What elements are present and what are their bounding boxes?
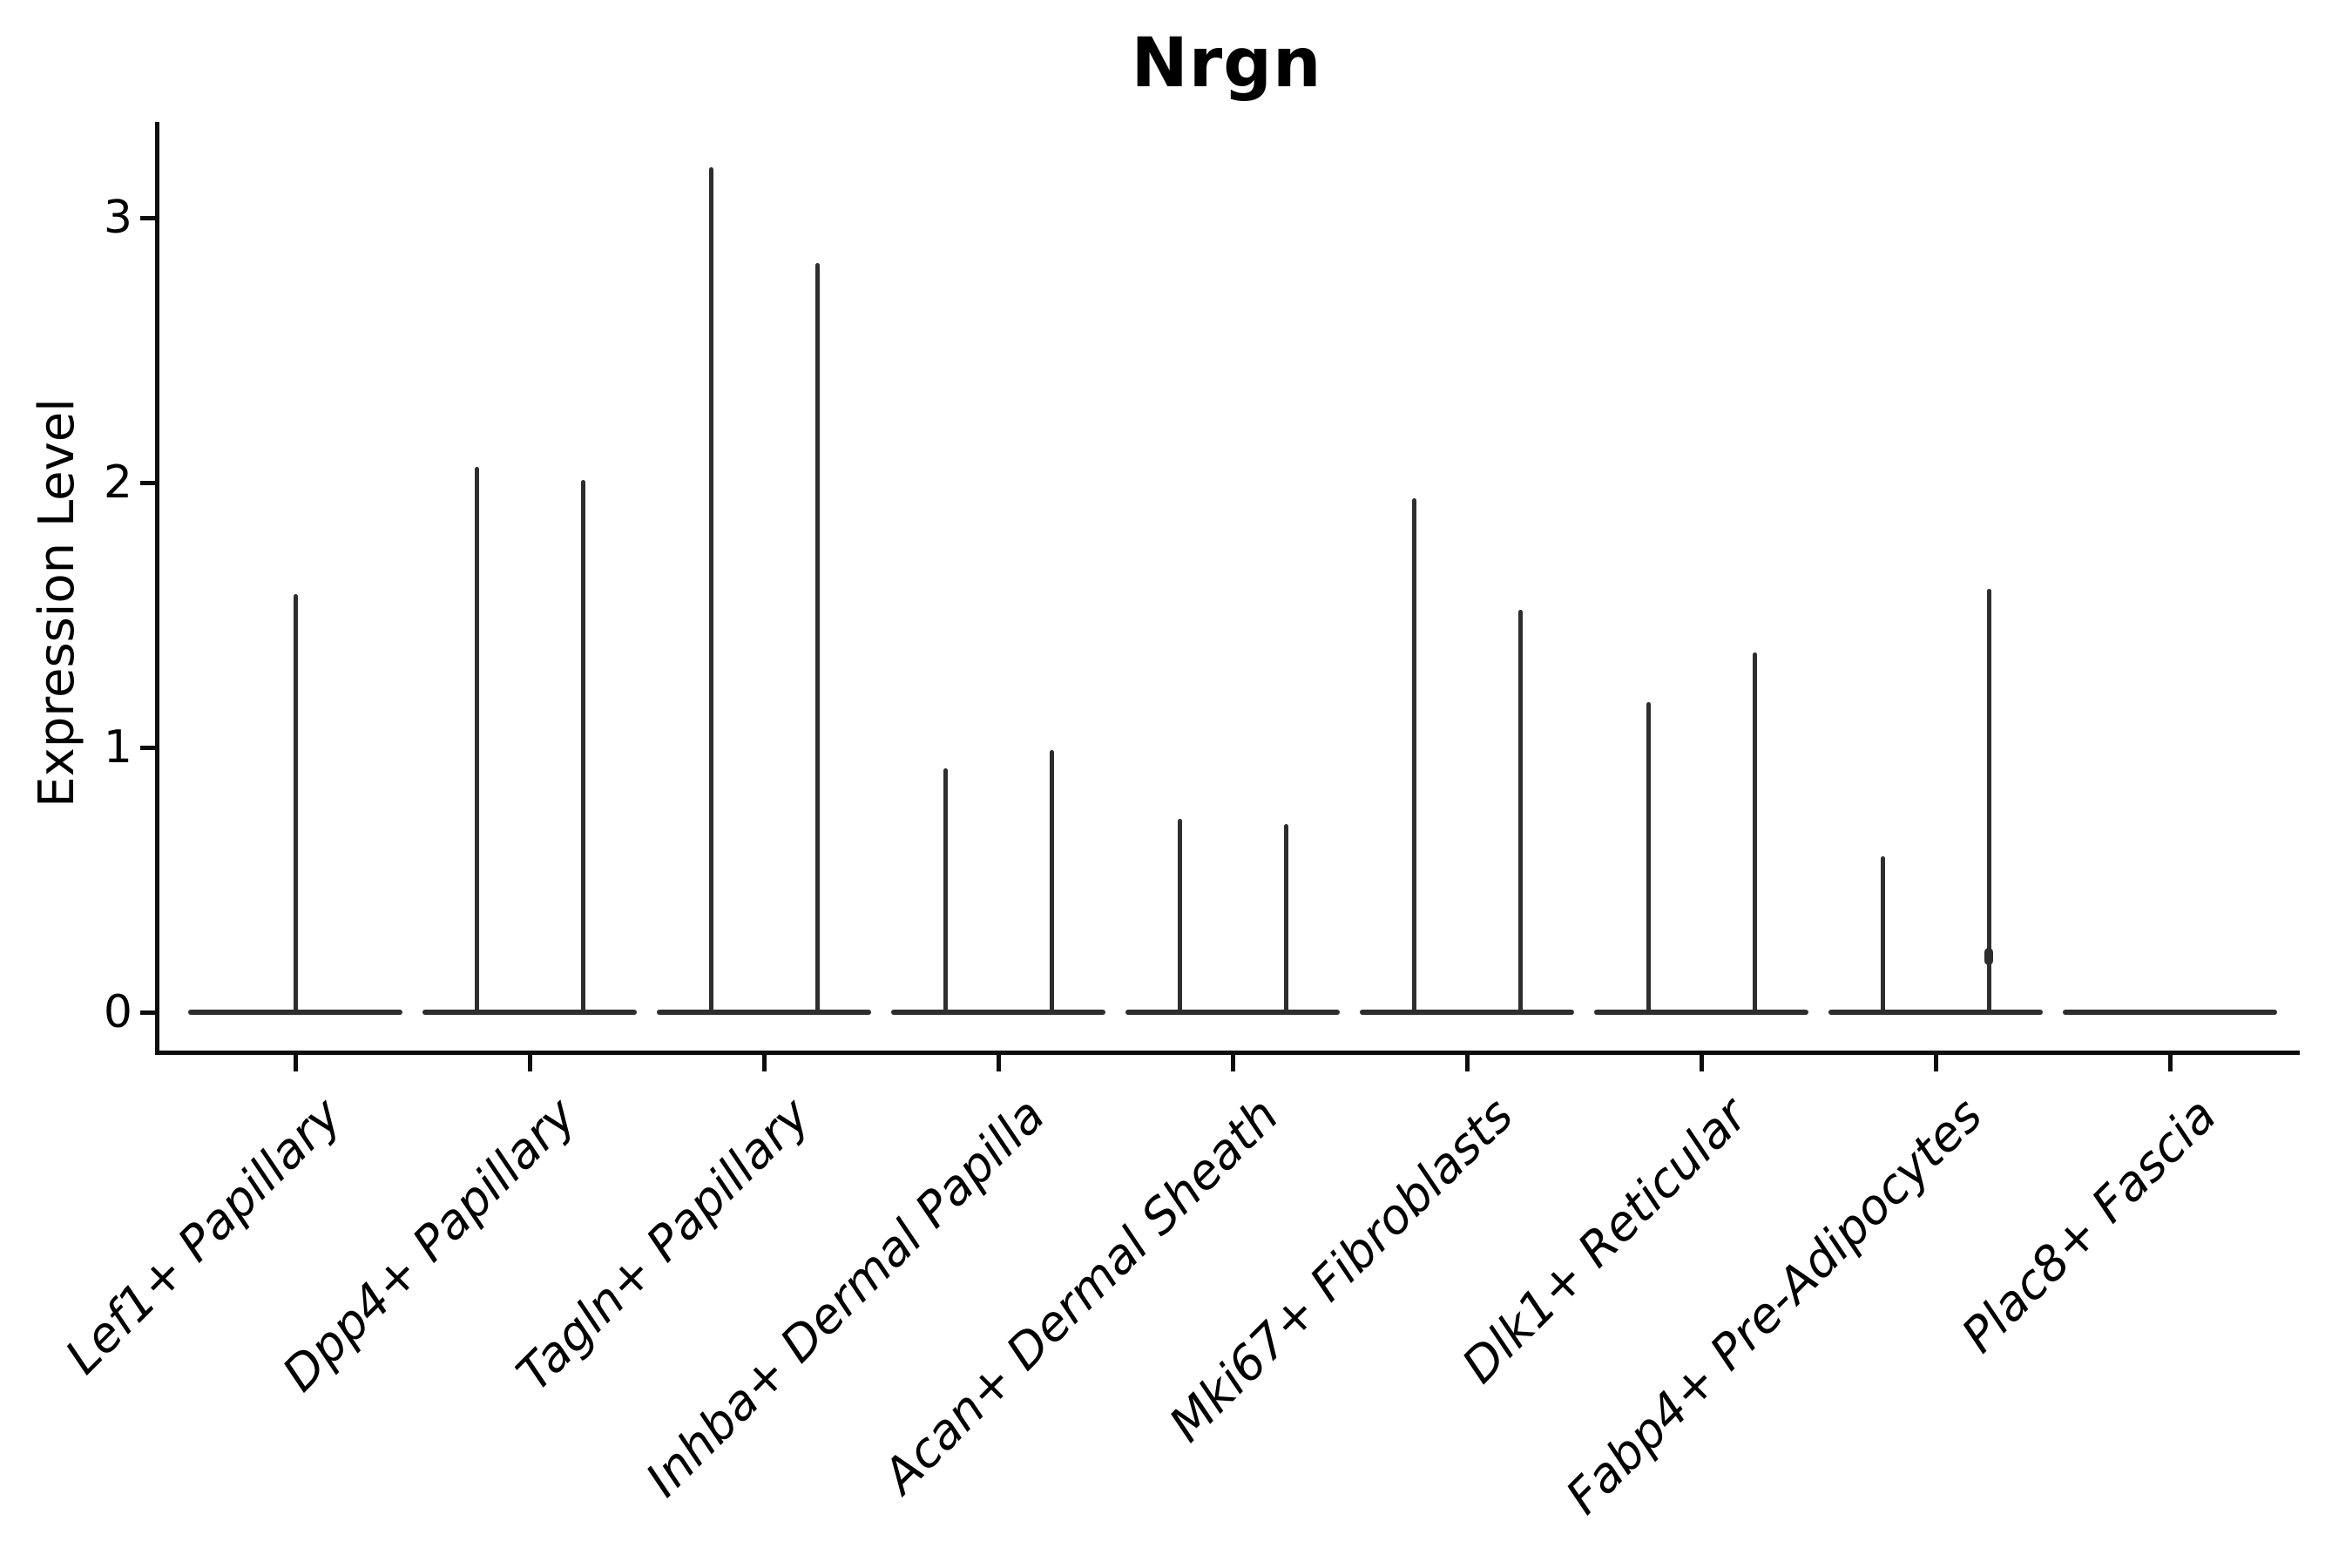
y-tick-label: 2 bbox=[103, 456, 132, 509]
x-tick-mark bbox=[761, 1055, 767, 1071]
x-tick-mark bbox=[1699, 1055, 1704, 1071]
x-tick-mark bbox=[1933, 1055, 1938, 1071]
x-tick-label: Plac8+ Fascia bbox=[1950, 1086, 2227, 1363]
x-tick-mark bbox=[1464, 1055, 1470, 1071]
y-tick-mark bbox=[140, 1010, 155, 1015]
y-tick-label: 1 bbox=[103, 721, 132, 774]
violin-spike bbox=[814, 262, 820, 1014]
x-tick-mark bbox=[293, 1055, 298, 1071]
y-tick-mark bbox=[140, 480, 155, 485]
violin-spike bbox=[1752, 652, 1757, 1014]
y-axis-spine bbox=[155, 122, 159, 1055]
violin-spike bbox=[580, 479, 585, 1014]
y-tick-label: 3 bbox=[103, 192, 132, 244]
x-axis-spine bbox=[155, 1051, 2300, 1055]
x-tick-mark bbox=[1230, 1055, 1235, 1071]
violin-spike bbox=[1049, 750, 1054, 1014]
violin-base bbox=[1594, 1010, 1808, 1015]
violin-spike bbox=[293, 593, 298, 1014]
y-tick-mark bbox=[140, 215, 155, 220]
violin-base bbox=[1828, 1010, 2043, 1015]
violin-base bbox=[657, 1010, 871, 1015]
x-tick-label: Fabp4+ Pre-Adipocytes bbox=[1554, 1086, 1993, 1525]
y-axis-label: Expression Level bbox=[29, 398, 85, 808]
violin-base bbox=[1125, 1010, 1340, 1015]
x-tick-label: Inhba+ Dermal Papilla bbox=[634, 1086, 1056, 1508]
violin-base bbox=[2063, 1010, 2277, 1015]
x-tick-mark bbox=[527, 1055, 532, 1071]
violin-base bbox=[1360, 1010, 1574, 1015]
y-tick-label: 0 bbox=[103, 986, 132, 1038]
violin-spike bbox=[1283, 824, 1288, 1014]
violin-spike bbox=[1517, 609, 1523, 1014]
x-tick-mark bbox=[2167, 1055, 2173, 1071]
violin-spike bbox=[1986, 588, 1991, 1014]
x-tick-label: Acan+ Dermal Sheath bbox=[872, 1086, 1290, 1504]
x-tick-mark bbox=[996, 1055, 1001, 1071]
violin-spike bbox=[943, 768, 948, 1014]
violin-spike bbox=[708, 167, 713, 1014]
violin-spike bbox=[1411, 498, 1416, 1014]
violin-spike bbox=[474, 466, 479, 1014]
violin-spike bbox=[1880, 855, 1885, 1014]
y-tick-mark bbox=[140, 745, 155, 750]
violin-knot bbox=[1984, 948, 1993, 966]
violin-spike bbox=[1646, 702, 1651, 1014]
violin-base bbox=[891, 1010, 1105, 1015]
chart-title: Nrgn bbox=[1131, 24, 1322, 103]
violin-spike bbox=[1177, 819, 1182, 1014]
violin-base bbox=[422, 1010, 637, 1015]
